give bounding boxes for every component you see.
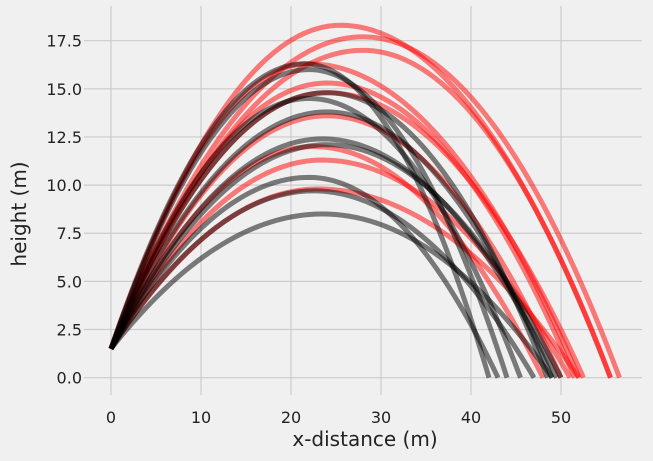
x-tick-labels: 0 10 20 30 40 50 <box>106 408 571 427</box>
x-tick-label: 40 <box>461 408 481 427</box>
y-tick-label: 12.5 <box>46 128 82 147</box>
y-tick-label: 2.5 <box>57 321 82 340</box>
y-tick-label: 0.0 <box>57 369 82 388</box>
trajectory-line-black-20 <box>109 211 555 380</box>
x-tick-label: 10 <box>191 408 211 427</box>
trajectory-line-black-18 <box>108 174 501 379</box>
series-group <box>108 22 622 380</box>
x-tick-label: 20 <box>281 408 301 427</box>
y-tick-labels: 0.0 2.5 5.0 7.5 10.0 12.5 15.0 17.5 <box>46 32 82 388</box>
trajectory-line-black-15 <box>108 109 555 379</box>
trajectory-line-red-2 <box>108 34 622 379</box>
y-axis-label: height (m) <box>7 161 31 266</box>
trajectory-line-black-13 <box>108 95 523 379</box>
x-tick-label: 0 <box>106 408 116 427</box>
x-tick-label: 30 <box>371 408 391 427</box>
x-axis-label: x-distance (m) <box>292 427 437 451</box>
trajectory-line-black-17 <box>108 142 564 379</box>
y-tick-label: 10.0 <box>46 176 82 195</box>
trajectory-line-black-14 <box>108 90 550 379</box>
trajectory-line-black-11 <box>108 61 492 379</box>
y-tick-label: 5.0 <box>57 272 82 291</box>
y-tick-label: 15.0 <box>46 80 82 99</box>
y-tick-label: 7.5 <box>57 224 82 243</box>
x-tick-label: 50 <box>551 408 571 427</box>
y-tick-label: 17.5 <box>46 32 82 51</box>
